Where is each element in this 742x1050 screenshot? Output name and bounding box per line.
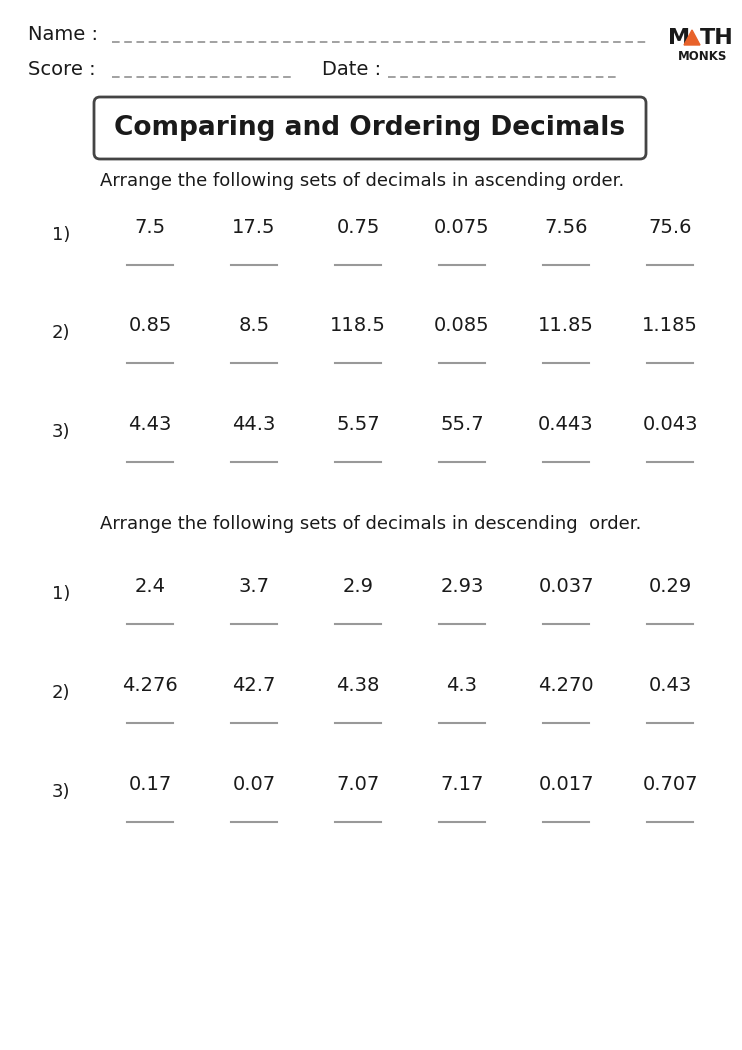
Text: M: M xyxy=(668,28,690,48)
Text: 0.43: 0.43 xyxy=(649,676,692,695)
Text: 44.3: 44.3 xyxy=(232,415,276,434)
Text: 7.07: 7.07 xyxy=(336,775,380,794)
Text: 4.270: 4.270 xyxy=(538,676,594,695)
Text: TH: TH xyxy=(700,28,734,48)
Text: 8.5: 8.5 xyxy=(238,316,269,335)
Text: 55.7: 55.7 xyxy=(440,415,484,434)
Text: 0.017: 0.017 xyxy=(538,775,594,794)
Text: 7.17: 7.17 xyxy=(440,775,484,794)
FancyBboxPatch shape xyxy=(94,97,646,159)
Text: 2.9: 2.9 xyxy=(343,578,373,596)
Text: Arrange the following sets of decimals in descending  order.: Arrange the following sets of decimals i… xyxy=(100,514,641,533)
Text: 1): 1) xyxy=(52,585,70,603)
Text: 0.075: 0.075 xyxy=(434,218,490,237)
Text: 0.085: 0.085 xyxy=(434,316,490,335)
Text: 4.3: 4.3 xyxy=(447,676,478,695)
Text: 4.276: 4.276 xyxy=(122,676,178,695)
Text: 17.5: 17.5 xyxy=(232,218,276,237)
Text: 7.5: 7.5 xyxy=(134,218,165,237)
Text: 4.38: 4.38 xyxy=(336,676,380,695)
Text: Date :: Date : xyxy=(322,60,381,79)
Text: 75.6: 75.6 xyxy=(649,218,692,237)
Text: MONKS: MONKS xyxy=(678,50,727,63)
Text: 2.4: 2.4 xyxy=(134,578,165,596)
Text: Name :: Name : xyxy=(28,25,98,44)
Text: 0.29: 0.29 xyxy=(649,578,692,596)
Text: 2): 2) xyxy=(51,684,70,702)
Text: 0.17: 0.17 xyxy=(128,775,171,794)
Text: 4.43: 4.43 xyxy=(128,415,171,434)
Text: Comparing and Ordering Decimals: Comparing and Ordering Decimals xyxy=(114,116,626,141)
Text: 11.85: 11.85 xyxy=(538,316,594,335)
Text: 2.93: 2.93 xyxy=(440,578,484,596)
Text: 2): 2) xyxy=(51,324,70,342)
Text: 0.75: 0.75 xyxy=(336,218,380,237)
Text: 7.56: 7.56 xyxy=(544,218,588,237)
Text: 0.043: 0.043 xyxy=(643,415,697,434)
Text: 3): 3) xyxy=(51,783,70,801)
Text: 3.7: 3.7 xyxy=(238,578,269,596)
Text: 42.7: 42.7 xyxy=(232,676,276,695)
Text: 1.185: 1.185 xyxy=(642,316,698,335)
Polygon shape xyxy=(684,30,700,45)
Text: 0.07: 0.07 xyxy=(232,775,275,794)
Text: 0.037: 0.037 xyxy=(538,578,594,596)
Text: 3): 3) xyxy=(51,423,70,441)
Text: 1): 1) xyxy=(52,226,70,244)
Text: 0.707: 0.707 xyxy=(643,775,697,794)
Text: 0.443: 0.443 xyxy=(538,415,594,434)
Text: Score :: Score : xyxy=(28,60,96,79)
Text: 118.5: 118.5 xyxy=(330,316,386,335)
Text: 0.85: 0.85 xyxy=(128,316,171,335)
Text: 5.57: 5.57 xyxy=(336,415,380,434)
Text: Arrange the following sets of decimals in ascending order.: Arrange the following sets of decimals i… xyxy=(100,172,624,190)
